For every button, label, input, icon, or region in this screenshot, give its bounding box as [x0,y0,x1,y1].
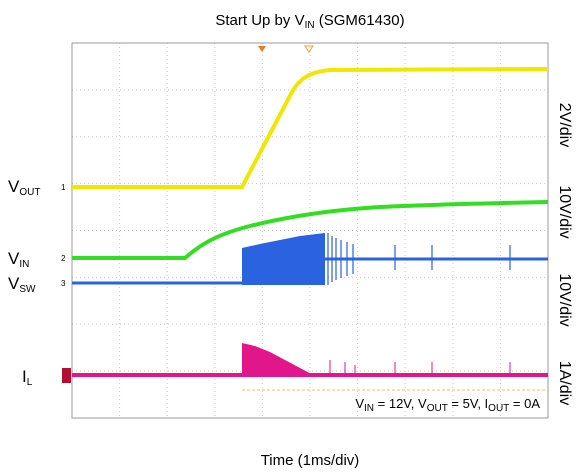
trace-label: VSW [8,274,36,295]
chart-title: Start Up by VIN (SGM61430) [215,12,404,31]
channel-marker: 2 [61,254,66,263]
vout-trace [72,67,549,189]
channel-marker: 1 [61,183,66,192]
grid [72,43,548,418]
trace-label: VOUT [8,177,40,198]
trigger-marker [258,46,266,52]
trigger-marker [304,45,314,53]
channel-marker: 3 [61,279,66,288]
vin-trace [72,200,549,260]
channel-marker [62,368,71,383]
x-axis-label: Time (1ms/div) [261,452,360,469]
vsw-trace [72,233,548,285]
scale-label: 10V/div [556,185,573,238]
trace-label: IL [22,367,33,388]
scale-label: 2V/div [556,103,573,147]
trace-label: VIN [8,249,29,270]
conditions-annotation: VIN = 12V, VOUT = 5V, IOUT = 0A [355,396,540,414]
scale-label: 1A/div [556,361,573,405]
plot-frame [71,42,549,419]
scale-label: 10V/div [556,273,573,326]
il-trace [72,343,548,391]
